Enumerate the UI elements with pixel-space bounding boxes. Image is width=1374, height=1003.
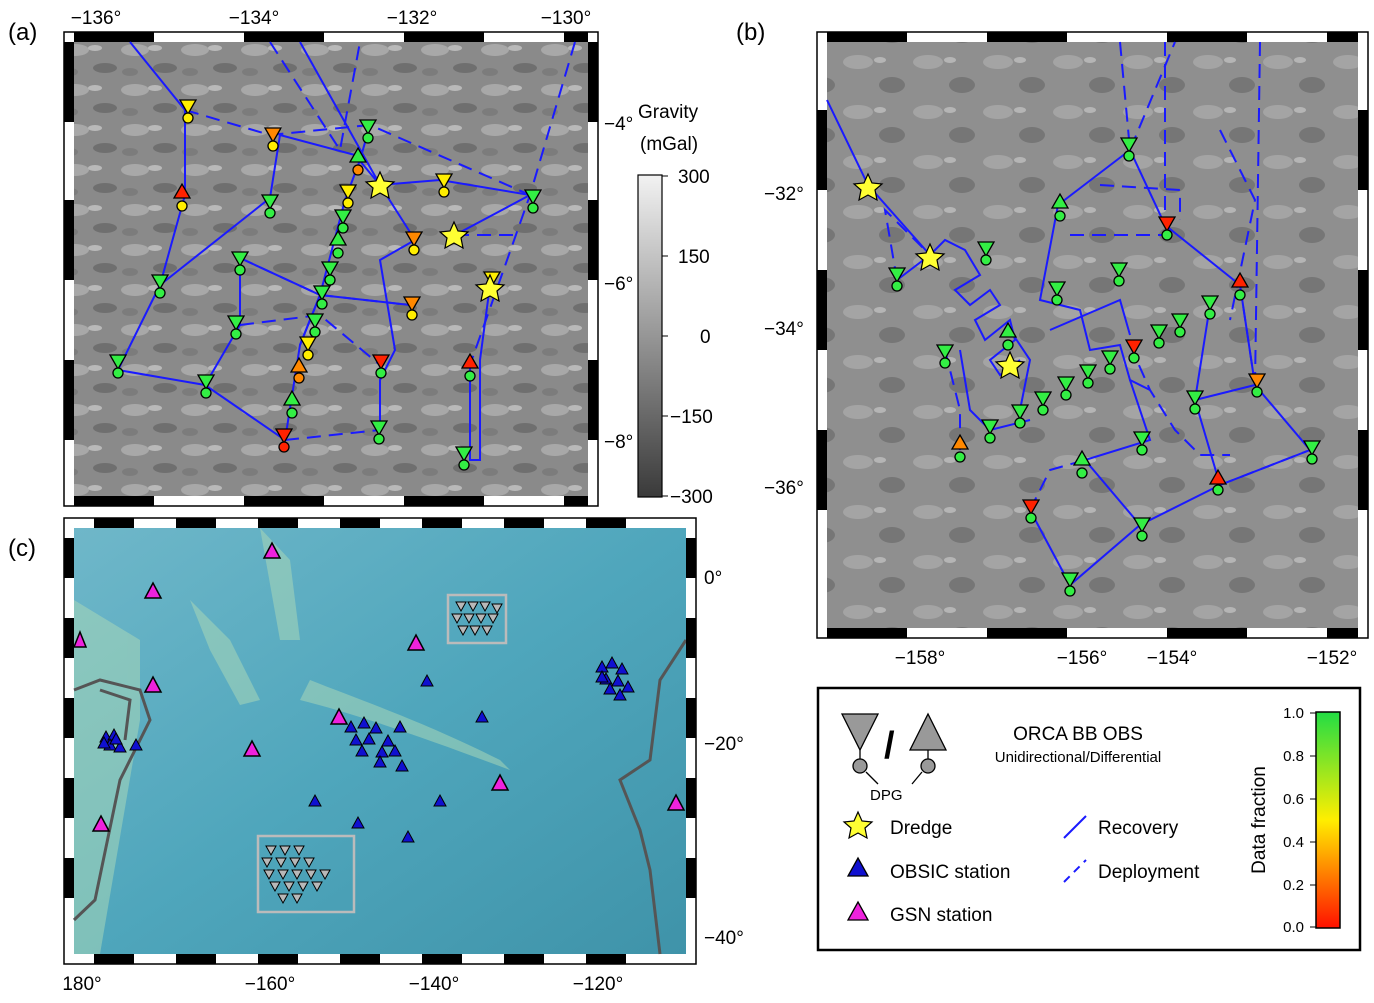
obs-title: ORCA BB OBS (1013, 724, 1143, 745)
gravity-tick-300: 300 (678, 167, 710, 188)
data-fraction-ticks (1310, 712, 1316, 928)
seafloor-features (74, 528, 510, 954)
obsic-triangle-icon (846, 856, 870, 877)
df-tick-3: 0.6 (1283, 791, 1304, 808)
panel-a-label: (a) (8, 19, 37, 46)
frame-b-ticks (817, 32, 1368, 638)
tick-b-y2: −34° (764, 319, 804, 340)
dredge-label: Dredge (890, 818, 952, 839)
deployment-line-icon (1063, 859, 1087, 883)
tick-c-y2: −20° (704, 734, 744, 755)
tick-c-y3: −40° (704, 928, 744, 949)
obs-legend-icons (840, 712, 948, 785)
gravity-tick-neg300: −300 (670, 487, 713, 508)
stations-a (108, 99, 543, 471)
panel-b-label: (b) (736, 19, 765, 46)
recovery-label: Recovery (1098, 818, 1179, 839)
tick-a-y1: −4° (604, 114, 633, 135)
gravity-map-b (827, 42, 1358, 628)
tick-a-x2: −134° (229, 8, 279, 29)
obs-subtitle: Unidirectional/Differential (995, 749, 1161, 766)
frame-a-ticks (64, 32, 598, 506)
df-tick-2: 0.8 (1283, 748, 1304, 765)
tick-a-x3: −132° (387, 8, 437, 29)
stations-b (887, 137, 1322, 597)
data-fraction-colorbar (1315, 711, 1341, 929)
obsic-stations (97, 655, 635, 843)
tick-b-x4: −152° (1307, 648, 1357, 669)
obsic-label: OBSIC station (890, 862, 1010, 883)
gravity-title-1: Gravity (638, 102, 699, 123)
tick-a-y2: −6° (604, 274, 633, 295)
bathymetry-map-c (74, 528, 686, 954)
tick-a-x4: −130° (541, 8, 591, 29)
gravity-tick-neg150: −150 (670, 407, 713, 428)
gravity-tick-150: 150 (678, 247, 710, 268)
study-box-north (446, 593, 508, 645)
tick-b-x1: −158° (895, 648, 945, 669)
tick-b-y3: −36° (764, 478, 804, 499)
dredge-stars-b (852, 172, 1026, 380)
tick-c-x4: −120° (573, 974, 623, 995)
tick-c-x3: −140° (409, 974, 459, 995)
tick-a-y3: −8° (604, 432, 633, 453)
tick-c-y1: 0° (704, 568, 722, 589)
tick-c-x1: 180° (62, 974, 101, 995)
tick-b-y1: −32° (764, 184, 804, 205)
gravity-tick-0: 0 (700, 327, 711, 348)
dredge-star-icon (842, 810, 874, 840)
df-tick-6: 0.0 (1283, 919, 1304, 936)
dredge-stars-a (364, 170, 506, 303)
gsn-label: GSN station (890, 905, 992, 926)
df-tick-4: 0.4 (1283, 834, 1304, 851)
dpg-label: DPG (870, 787, 903, 804)
gravity-colorbar: Gravity (mGal) 300 150 0 −150 −300 (637, 102, 713, 508)
gravity-title-2: (mGal) (640, 134, 698, 155)
gsn-stations (72, 541, 686, 832)
study-box-south (256, 834, 356, 914)
data-fraction-title: Data fraction (1249, 766, 1270, 874)
coastlines (72, 639, 688, 955)
tick-b-x2: −156° (1057, 648, 1107, 669)
tick-b-x3: −154° (1147, 648, 1197, 669)
tick-a-x1: −136° (71, 8, 121, 29)
tick-c-x2: −160° (245, 974, 295, 995)
gsn-triangle-icon (846, 900, 870, 921)
panel-c-label: (c) (8, 535, 36, 562)
orca-clusters (261, 601, 503, 905)
legend-box: / DPG ORCA BB OBS Unidirectional/Differe… (816, 686, 1362, 952)
df-tick-1: 1.0 (1283, 705, 1304, 722)
obs-slash: / (884, 725, 895, 767)
panel-a: (a) −136° −134° −132° −130° −4° −6° −8° (8, 8, 713, 508)
panel-b: (b) −32° −34° −36° −158° −156° −154° −15… (736, 19, 1369, 669)
df-tick-5: 0.2 (1283, 877, 1304, 894)
recovery-line-icon (1063, 815, 1087, 839)
panel-c: (c) 0° −20° −40° 180° −160° (8, 517, 744, 995)
frame-c-ticks (64, 518, 696, 964)
deployment-label: Deployment (1098, 862, 1200, 883)
